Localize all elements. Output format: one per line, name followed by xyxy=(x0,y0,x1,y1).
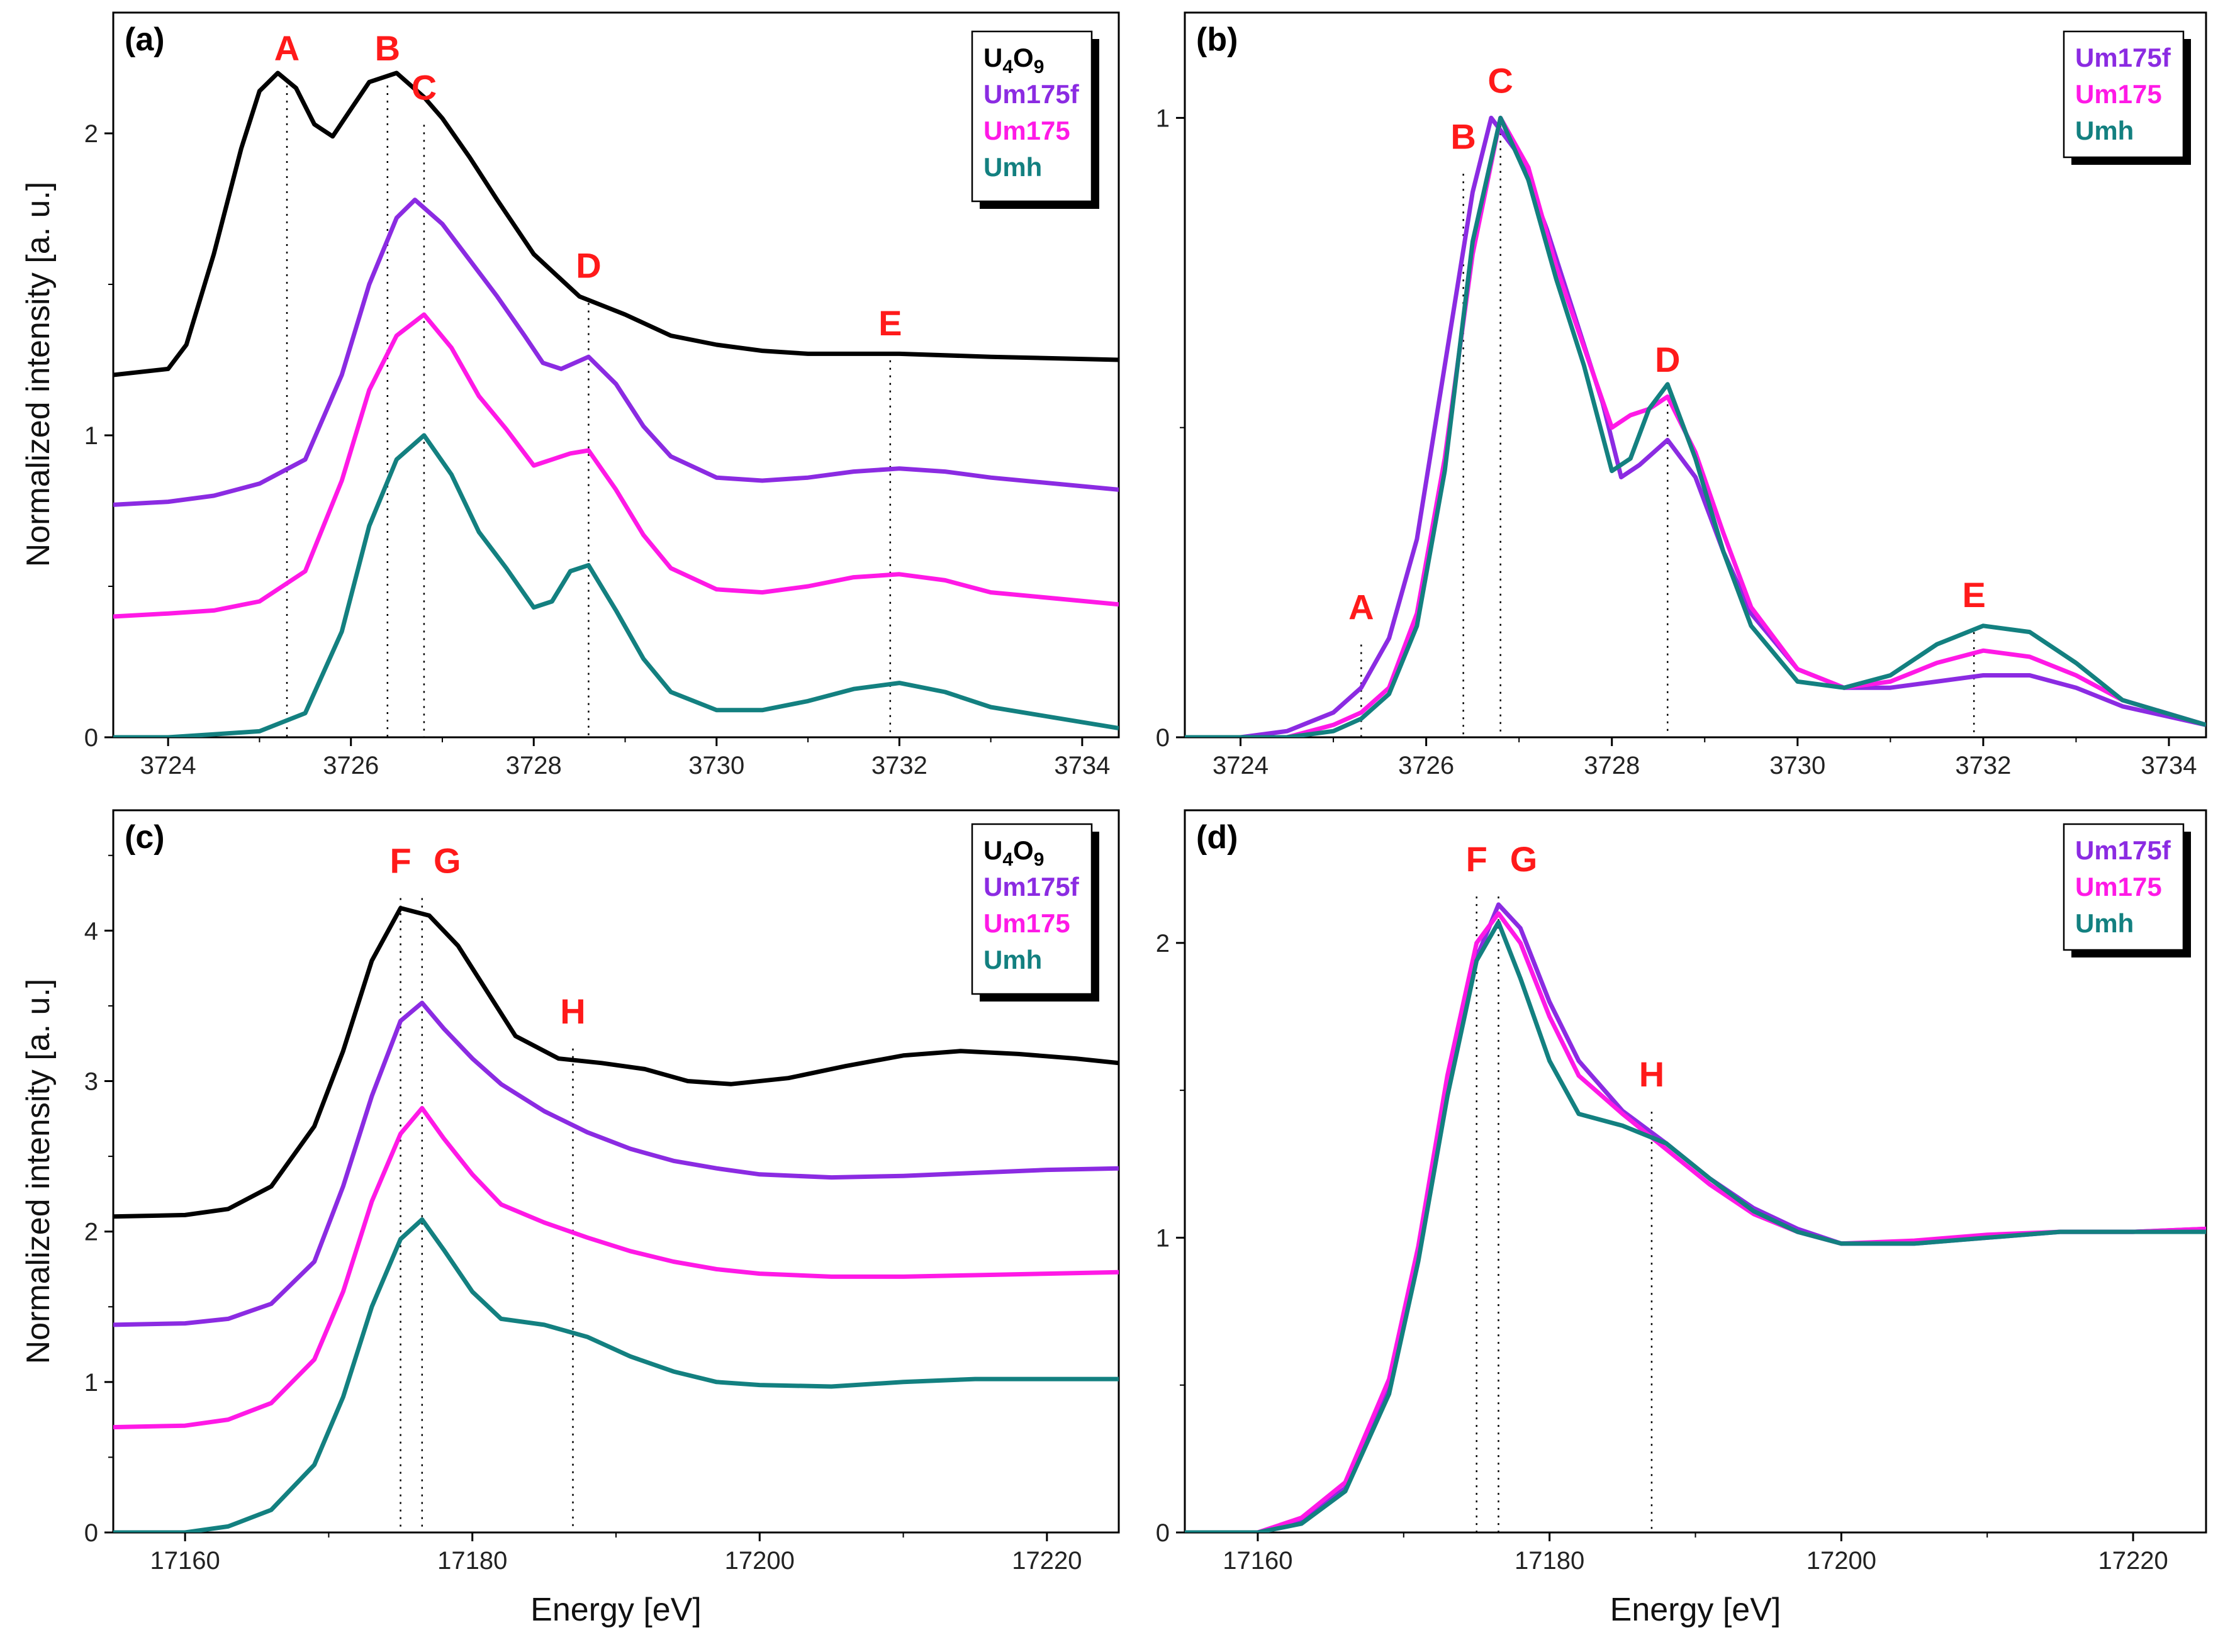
x-tick-label: 17180 xyxy=(1515,1547,1584,1575)
y-tick-label: 0 xyxy=(1156,724,1170,752)
legend-box xyxy=(971,30,1093,203)
x-tick-label: 3728 xyxy=(1584,752,1640,779)
peak-label-c: C xyxy=(412,67,437,107)
legend-entry-um175f: Um175f xyxy=(983,872,1080,901)
legend-entry-umh: Umh xyxy=(983,152,1042,182)
y-tick-label: 2 xyxy=(84,1219,98,1246)
panel-label: (a) xyxy=(125,21,165,58)
x-tick-label: 3734 xyxy=(2141,752,2197,779)
x-axis-title: Energy [eV] xyxy=(530,1592,702,1628)
legend-box xyxy=(2063,30,2185,159)
x-axis-title: Energy [eV] xyxy=(1610,1592,1781,1628)
x-tick-label: 17200 xyxy=(1806,1547,1876,1575)
x-tick-label: 17160 xyxy=(150,1547,220,1575)
panel-label: (c) xyxy=(125,819,165,856)
panel-b: 3724 3726 3728 3730 3732 3734 0 1 A BC D E (b) Um175f… xyxy=(1156,11,2207,779)
peak-label-g: G xyxy=(1510,839,1538,879)
y-tick-label: 4 xyxy=(84,917,98,945)
legend-entry-u4o9: U4O9 xyxy=(983,835,1044,870)
series-line-um175 xyxy=(1185,115,2206,737)
x-tick-label: 17180 xyxy=(437,1547,507,1575)
peak-label-f: F xyxy=(1466,839,1487,879)
peak-label-h: H xyxy=(560,991,585,1031)
legend-entry-u4o9: U4O9 xyxy=(983,43,1044,77)
series-line-um175 xyxy=(113,1106,1119,1430)
legend-entry-um175: Um175 xyxy=(2075,872,2162,901)
peak-label-h: H xyxy=(1639,1054,1664,1094)
series-line-umh xyxy=(113,433,1119,737)
y-tick-label: 0 xyxy=(1156,1519,1170,1547)
panel-c: 17160 17180 17200 17220 0 1 2 3 4 Energy [eV] Norm… xyxy=(20,809,1120,1628)
peak-label-g: G xyxy=(434,841,461,881)
legend-entry-um175: Um175 xyxy=(983,116,1070,145)
peak-label-d: D xyxy=(576,246,601,286)
peak-label-a: A xyxy=(274,28,300,68)
peak-label-d: D xyxy=(1655,340,1680,379)
y-tick-label: 0 xyxy=(84,1519,98,1547)
y-tick-label: 1 xyxy=(84,422,98,450)
y-tick-label: 2 xyxy=(84,120,98,148)
legend-entry-umh: Umh xyxy=(2075,116,2134,145)
legend-box xyxy=(2063,823,2185,951)
peak-label-e: E xyxy=(878,303,902,343)
series-line-u4o9 xyxy=(113,906,1119,1219)
panel-d: 17160 17180 17200 17220 0 1 2 Energy [eV] F G H (d)… xyxy=(1156,809,2207,1628)
y-tick-label: 0 xyxy=(84,724,98,752)
series-line-um175 xyxy=(1185,911,2206,1532)
x-tick-label: 3726 xyxy=(323,752,379,779)
panel-label: (d) xyxy=(1196,819,1238,856)
series-line-um175f xyxy=(1185,902,2206,1532)
x-tick-label: 3730 xyxy=(688,752,744,779)
series-line-umh xyxy=(1185,115,2206,737)
series-line-umh xyxy=(1185,920,2206,1532)
legend-entry-um175: Um175 xyxy=(2075,79,2162,109)
peak-label-a: A xyxy=(1348,588,1374,627)
x-tick-label: 3734 xyxy=(1054,752,1110,779)
series-line-umh xyxy=(113,1217,1119,1532)
x-tick-label: 3732 xyxy=(1955,752,2011,779)
x-tick-label: 3724 xyxy=(1213,752,1269,779)
y-tick-label: 1 xyxy=(84,1369,98,1397)
legend-entry-um175f: Um175f xyxy=(2075,835,2171,865)
y-axis-title: Normalized intensity [a. u.] xyxy=(20,182,57,567)
legend-entry-umh: Umh xyxy=(983,945,1042,974)
series-line-um175f xyxy=(113,1000,1119,1327)
peak-label-b: B xyxy=(1450,116,1476,156)
x-tick-label: 17220 xyxy=(2098,1547,2168,1575)
legend-entry-umh: Umh xyxy=(2075,908,2134,938)
x-tick-label: 17220 xyxy=(1012,1547,1082,1575)
legend-entry-um175f: Um175f xyxy=(2075,43,2171,72)
x-tick-label: 3728 xyxy=(506,752,562,779)
peak-label-b: B xyxy=(375,28,400,68)
plot-frame xyxy=(112,11,1120,739)
x-tick-label: 3724 xyxy=(140,752,196,779)
y-tick-label: 1 xyxy=(1156,1224,1170,1252)
legend-entry-um175f: Um175f xyxy=(983,79,1080,109)
peak-label-e: E xyxy=(1962,575,1985,615)
series-line-um175f xyxy=(1185,115,2206,737)
x-tick-label: 3726 xyxy=(1398,752,1454,779)
plot-frame xyxy=(1184,11,2207,739)
y-tick-label: 2 xyxy=(1156,930,1170,957)
y-tick-label: 1 xyxy=(1156,104,1170,132)
x-tick-label: 3730 xyxy=(1769,752,1825,779)
peak-label-f: F xyxy=(389,841,411,881)
x-tick-label: 17200 xyxy=(725,1547,795,1575)
panel-label: (b) xyxy=(1196,21,1238,58)
series-line-um175 xyxy=(113,312,1119,619)
x-tick-label: 3732 xyxy=(871,752,927,779)
series-line-um175f xyxy=(113,198,1119,507)
y-tick-label: 3 xyxy=(84,1068,98,1096)
series-line-u4o9 xyxy=(113,70,1119,377)
panel-a: 3724 3726 3728 3730 3732 3734 0 1 2 Normalized in… xyxy=(20,11,1120,779)
y-axis-title: Normalized intensity [a. u.] xyxy=(20,979,57,1365)
legend-box xyxy=(971,823,1093,995)
peak-label-c: C xyxy=(1487,61,1513,101)
legend-entry-um175: Um175 xyxy=(983,908,1070,938)
x-tick-label: 17160 xyxy=(1223,1547,1292,1575)
